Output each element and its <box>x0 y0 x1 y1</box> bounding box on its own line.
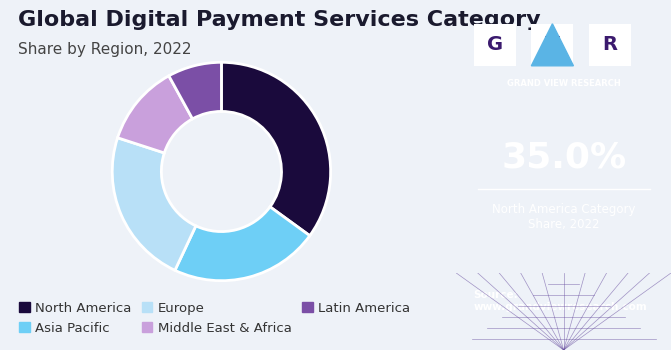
Text: Global Digital Payment Services Category: Global Digital Payment Services Category <box>18 10 541 30</box>
FancyBboxPatch shape <box>588 24 631 66</box>
Wedge shape <box>221 62 331 236</box>
Text: GRAND VIEW RESEARCH: GRAND VIEW RESEARCH <box>507 79 621 89</box>
Wedge shape <box>117 76 193 153</box>
Text: 35.0%: 35.0% <box>501 140 626 175</box>
Text: G: G <box>487 35 503 54</box>
FancyBboxPatch shape <box>474 24 516 66</box>
Text: Source:
www.grandviewresearch.com: Source: www.grandviewresearch.com <box>474 290 648 312</box>
Text: North America Category
Share, 2022: North America Category Share, 2022 <box>492 203 635 231</box>
FancyBboxPatch shape <box>531 24 574 66</box>
Wedge shape <box>175 207 310 281</box>
Wedge shape <box>169 62 221 119</box>
Polygon shape <box>531 24 574 66</box>
Text: Share by Region, 2022: Share by Region, 2022 <box>18 42 192 57</box>
Legend: North America, Asia Pacific, Europe, Middle East & Africa, Latin America: North America, Asia Pacific, Europe, Mid… <box>13 297 415 340</box>
Text: V: V <box>545 35 560 54</box>
Wedge shape <box>112 138 196 270</box>
Text: R: R <box>603 35 617 54</box>
